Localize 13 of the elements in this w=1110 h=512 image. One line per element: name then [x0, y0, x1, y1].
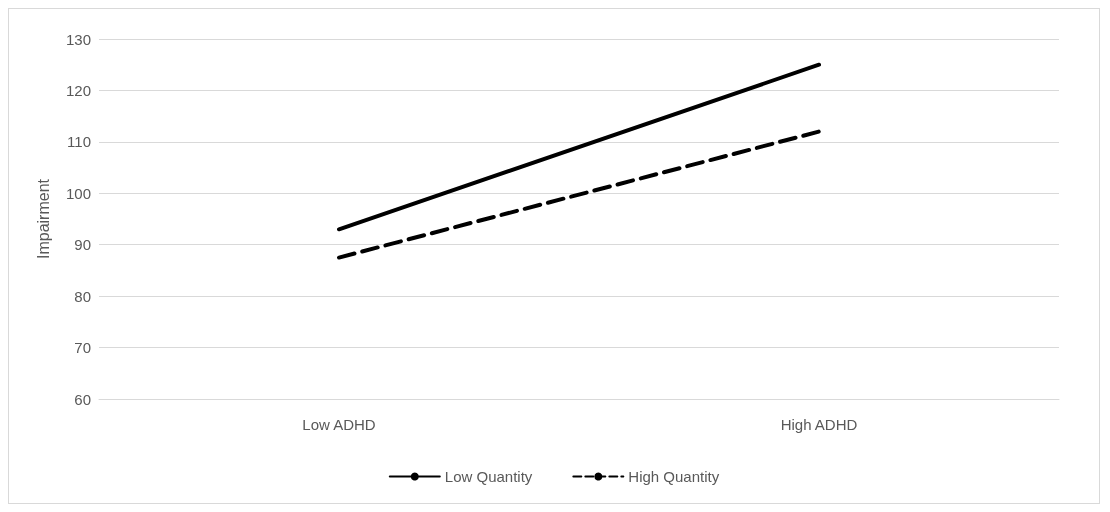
y-tick-label: 90 — [74, 236, 91, 254]
y-axis-title: Impairment — [34, 178, 52, 260]
y-tick-label: 120 — [65, 81, 91, 99]
y-tick-label: 110 — [67, 133, 91, 151]
legend-label: Low Quantity — [444, 468, 533, 485]
x-tick-label: Low ADHD — [302, 416, 376, 433]
legend-label: High Quantity — [628, 468, 720, 485]
x-tick-label: High ADHD — [780, 416, 858, 433]
y-tick-label: 70 — [74, 339, 91, 357]
y-tick-label: 60 — [74, 390, 91, 408]
y-tick-label: 100 — [65, 184, 91, 202]
y-tick-label: 80 — [74, 287, 91, 305]
y-tick-label: 130 — [65, 30, 91, 48]
